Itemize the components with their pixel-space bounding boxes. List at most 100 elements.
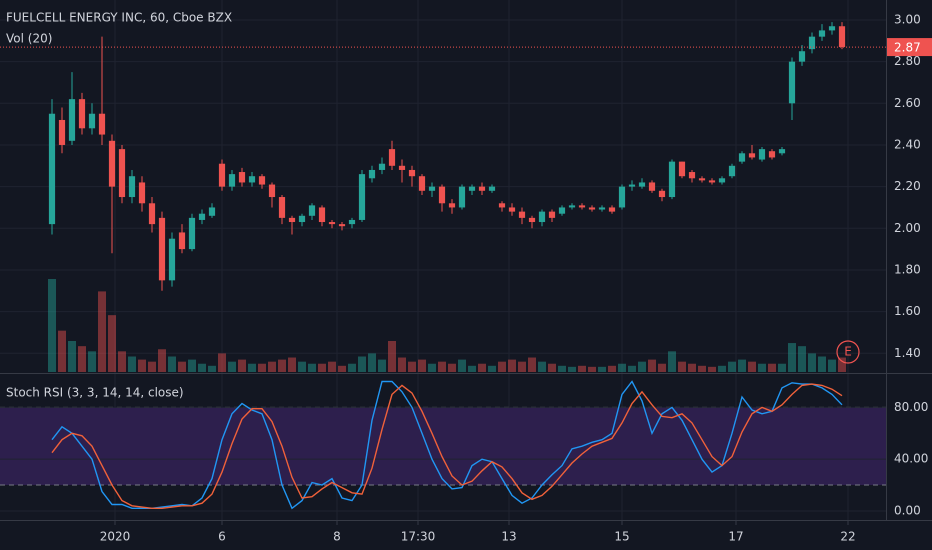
candle-body — [658, 190, 666, 198]
candle-body — [158, 217, 166, 281]
volume-bar — [238, 359, 246, 372]
volume-bar — [118, 351, 126, 372]
volume-bar — [768, 363, 776, 372]
volume-bar — [198, 363, 206, 372]
volume-bar — [668, 351, 676, 372]
candle-body — [298, 215, 306, 223]
candle-body — [268, 184, 276, 198]
volume-bar — [188, 359, 196, 372]
candle-body — [838, 26, 846, 48]
candle-body — [548, 211, 556, 218]
volume-label: Vol (20) — [6, 32, 52, 46]
candle-body — [328, 222, 336, 225]
volume-bar — [518, 361, 526, 372]
candle-body — [758, 149, 766, 160]
volume-bar — [438, 361, 446, 372]
volume-bar — [158, 349, 166, 372]
volume-bar — [48, 279, 56, 372]
candle-body — [288, 217, 296, 223]
volume-bar — [218, 353, 226, 372]
candle-body — [208, 207, 216, 216]
candle-body — [138, 182, 146, 204]
candle-body — [98, 113, 106, 135]
volume-bar — [658, 363, 666, 372]
candle-body — [798, 51, 806, 62]
y-tick-label: 2.40 — [894, 137, 921, 151]
candle-body — [488, 186, 496, 191]
indicator-title: Stoch RSI (3, 3, 14, 14, close) — [6, 386, 184, 400]
candle-body — [718, 178, 726, 183]
candle-body — [418, 176, 426, 191]
volume-bar — [738, 359, 746, 372]
candle-body — [228, 174, 236, 187]
volume-bar — [278, 359, 286, 372]
last-price-box — [887, 38, 932, 57]
volume-bar — [258, 363, 266, 372]
volume-bar — [58, 330, 66, 372]
volume-bar — [578, 365, 586, 372]
volume-bar — [128, 356, 136, 372]
candle-body — [818, 30, 826, 37]
candle-body — [438, 186, 446, 204]
candle-body — [198, 213, 206, 220]
volume-bar — [688, 363, 696, 372]
volume-bar — [728, 361, 736, 372]
volume-bar — [478, 363, 486, 372]
volume-bar — [358, 356, 366, 372]
volume-bar — [798, 346, 806, 372]
candle-body — [58, 119, 66, 145]
earnings-marker[interactable] — [836, 340, 860, 364]
earnings-label[interactable]: E — [844, 345, 852, 359]
candle-body — [608, 207, 616, 212]
candle-body — [628, 184, 636, 187]
volume-bar — [778, 363, 786, 372]
y-tick-label: 80.00 — [894, 400, 928, 414]
volume-bar — [598, 366, 606, 372]
y-tick-label: 0.00 — [894, 503, 921, 517]
last-price-label: 2.87 — [894, 41, 921, 55]
volume-bar — [458, 359, 466, 372]
candle-body — [618, 186, 626, 208]
y-tick-label: 2.80 — [894, 54, 921, 68]
candle-body — [638, 182, 646, 187]
volume-bar — [498, 361, 506, 372]
volume-bar — [618, 363, 626, 372]
candle-body — [238, 172, 246, 183]
candle-body — [168, 238, 176, 281]
candle-body — [828, 26, 836, 31]
candle-body — [398, 165, 406, 170]
volume-bar — [378, 359, 386, 372]
candle-body — [108, 140, 116, 187]
candle-body — [118, 149, 126, 198]
y-tick-label: 3.00 — [894, 12, 921, 26]
y-tick-label: 2.60 — [894, 96, 921, 110]
volume-bar — [828, 359, 836, 372]
candle-body — [48, 113, 56, 225]
candle-body — [728, 165, 736, 177]
y-tick-label: 1.60 — [894, 304, 921, 318]
candle-body — [508, 207, 516, 212]
volume-bar — [178, 361, 186, 372]
candle-body — [648, 182, 656, 191]
volume-bar — [138, 359, 146, 372]
volume-bar — [68, 341, 76, 372]
volume-bar — [488, 365, 496, 372]
x-tick-label: 13 — [501, 530, 516, 544]
candle-body — [528, 217, 536, 223]
volume-bar — [398, 357, 406, 372]
volume-bar — [318, 363, 326, 372]
volume-bar — [608, 365, 616, 372]
volume-bar — [648, 359, 656, 372]
candle-body — [408, 169, 416, 177]
candle-body — [538, 211, 546, 223]
y-tick-label: 1.40 — [894, 346, 921, 360]
candle-body — [568, 205, 576, 208]
x-tick-label: 6 — [218, 530, 226, 544]
volume-bar — [628, 365, 636, 372]
volume-bar — [718, 365, 726, 372]
candle-body — [518, 211, 526, 218]
x-tick-label: 17:30 — [401, 530, 436, 544]
volume-bar — [88, 351, 96, 372]
